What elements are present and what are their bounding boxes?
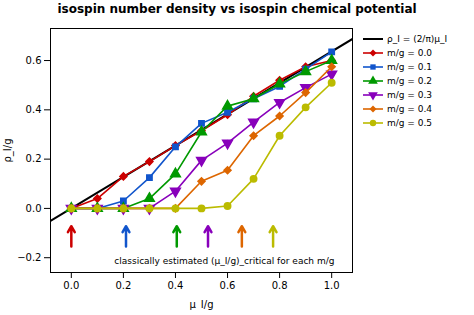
html-text:m/g = 0.2: m/g = 0.2 [387, 76, 433, 86]
svg-text:0.0: 0.0 [63, 280, 79, 291]
svg-text:1.0: 1.0 [324, 280, 340, 291]
svg-text:classically estimated (μ_I/g)_: classically estimated (μ_I/g)_critical f… [114, 256, 334, 266]
svg-text:μ_I/g: μ_I/g [189, 299, 213, 311]
svg-text:0.2: 0.2 [26, 153, 42, 164]
svg-text:0.2: 0.2 [115, 280, 131, 291]
svg-text:0.8: 0.8 [272, 280, 288, 291]
svg-text:0.6: 0.6 [26, 55, 42, 66]
svg-text:−0.2: −0.2 [17, 252, 41, 263]
html-text:isospin number density vs isos: isospin number density vs isospin chemic… [57, 2, 417, 16]
html-text:m/g = 0.0: m/g = 0.0 [387, 48, 433, 58]
html-text:m/g = 0.3: m/g = 0.3 [387, 90, 433, 100]
html-text:m/g = 0.5: m/g = 0.5 [387, 118, 433, 128]
html-text:m/g = 0.1: m/g = 0.1 [387, 62, 433, 72]
svg-text:0.4: 0.4 [26, 104, 42, 115]
svg-text:0.6: 0.6 [220, 280, 236, 291]
svg-text:0.0: 0.0 [26, 203, 42, 214]
html-text:ρ_I = (2/π)μ_I: ρ_I = (2/π)μ_I [387, 34, 448, 44]
svg-text:0.4: 0.4 [168, 280, 184, 291]
svg-text:ρ_I/g: ρ_I/g [2, 138, 14, 162]
html-text:m/g = 0.4: m/g = 0.4 [387, 104, 433, 114]
